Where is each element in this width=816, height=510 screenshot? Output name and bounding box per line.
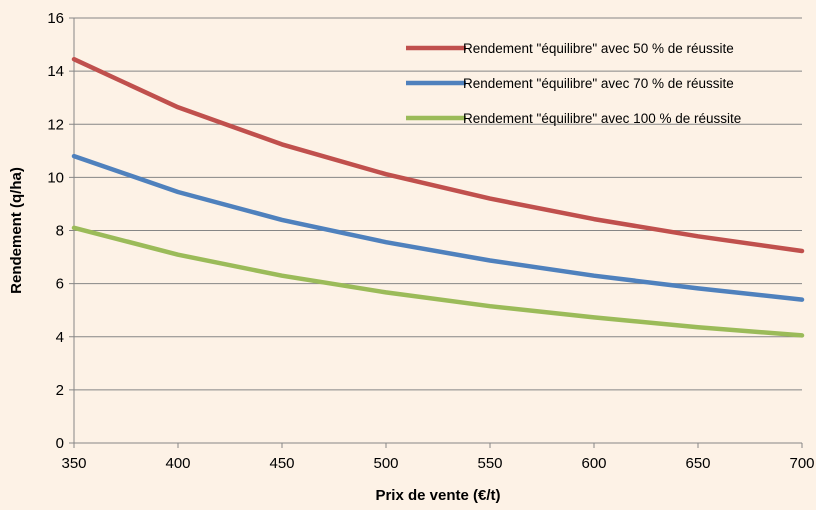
x-tick-label: 500 (373, 455, 398, 472)
series-line-2 (71, 153, 805, 302)
gridlines (74, 17, 802, 391)
series-line-1 (71, 56, 805, 254)
series-line-3 (71, 225, 805, 338)
y-tick-label: 0 (56, 435, 64, 452)
axes (69, 17, 803, 448)
y-tick-label: 10 (47, 169, 64, 186)
y-tick-label: 14 (47, 63, 64, 80)
legend-label-1: Rendement "équilibre" avec 50 % de réuss… (463, 41, 734, 56)
x-tick-labels: 350 400 450 500 550 600 650 700 (61, 455, 814, 472)
y-axis-title: Rendement (q/ha) (8, 167, 25, 294)
x-tick-label: 550 (477, 455, 502, 472)
x-tick-label: 600 (581, 455, 606, 472)
legend-label-3: Rendement "équilibre" avec 100 % de réus… (463, 111, 741, 126)
y-tick-label: 16 (47, 10, 64, 27)
x-tick-label: 700 (789, 455, 814, 472)
legend: Rendement "équilibre" avec 50 % de réuss… (406, 41, 741, 126)
legend-label-2: Rendement "équilibre" avec 70 % de réuss… (463, 76, 734, 91)
x-tick-label: 350 (61, 455, 86, 472)
y-tick-label: 12 (47, 116, 64, 133)
y-tick-label: 2 (56, 382, 64, 399)
x-tick-label: 450 (269, 455, 294, 472)
y-tick-label: 6 (56, 276, 64, 293)
y-tick-labels: 0 2 4 6 8 10 12 14 16 (47, 10, 64, 452)
series-lines (71, 56, 805, 338)
x-tick-label: 650 (685, 455, 710, 472)
y-tick-label: 4 (56, 329, 64, 346)
y-tick-label: 8 (56, 223, 64, 240)
x-tick-label: 400 (165, 455, 190, 472)
x-axis-title: Prix de vente (€/t) (375, 487, 500, 504)
